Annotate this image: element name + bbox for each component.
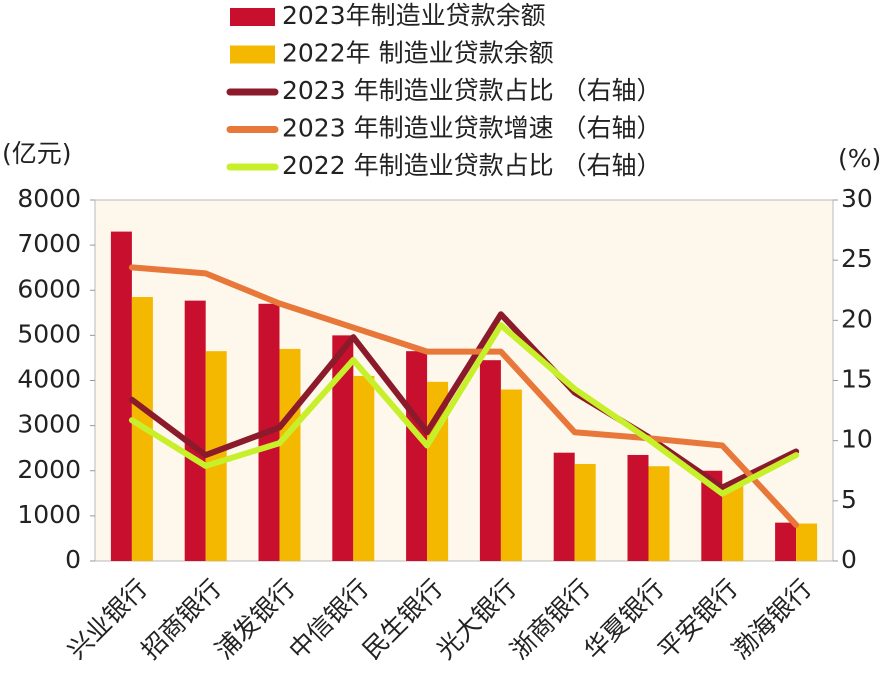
bar <box>500 389 522 561</box>
x-tick-label: 民生银行 <box>357 574 448 665</box>
bar <box>627 454 649 561</box>
legend-label: 2022年 制造业贷款余额 <box>282 39 554 68</box>
y-tick-label: 8000 <box>17 184 81 213</box>
line <box>128 322 800 497</box>
bar <box>648 466 670 561</box>
y2-tick-label: 10 <box>841 425 873 454</box>
y-tick-label: 7000 <box>17 229 81 258</box>
y2-tick-label: 0 <box>841 545 857 574</box>
x-tick-label: 光大银行 <box>431 574 522 665</box>
legend-label: 2022 年制造业贷款占比 （右轴） <box>282 151 662 180</box>
y-axis-label: (亿元) <box>2 139 72 168</box>
y2-tick-label: 25 <box>841 244 873 273</box>
bar <box>406 351 428 561</box>
bar <box>184 300 206 561</box>
bar <box>722 484 744 561</box>
bar <box>353 375 375 561</box>
x-tick-label: 平安银行 <box>652 574 743 665</box>
y-tick-label: 4000 <box>17 365 81 394</box>
legend-swatch <box>230 45 275 64</box>
bar <box>553 452 575 561</box>
y-tick-label: 3000 <box>17 410 81 439</box>
y-tick-label: 0 <box>65 545 81 574</box>
x-tick-label: 浦发银行 <box>209 574 300 665</box>
y2-axis-label: (%) <box>838 144 881 173</box>
line <box>128 311 800 491</box>
x-tick-label: 兴业银行 <box>62 574 153 665</box>
bar <box>110 231 132 561</box>
bar <box>205 351 227 561</box>
x-tick-label: 招商银行 <box>136 574 227 665</box>
y2-tick-label: 20 <box>841 304 873 333</box>
bar <box>479 360 501 561</box>
y-tick-label: 1000 <box>17 500 81 529</box>
legend-label: 2023 年制造业贷款占比 （右轴） <box>282 76 662 105</box>
bar <box>775 522 797 561</box>
bar <box>796 523 818 561</box>
x-tick-label: 华夏银行 <box>578 574 669 665</box>
bar <box>574 463 596 561</box>
bar <box>332 335 354 561</box>
legend-swatch <box>230 8 275 26</box>
bar <box>279 348 301 561</box>
x-tick-label: 中信银行 <box>283 574 374 665</box>
x-tick-label: 渤海银行 <box>726 574 817 665</box>
y-tick-label: 2000 <box>17 455 81 484</box>
y-tick-label: 6000 <box>17 274 81 303</box>
y2-tick-label: 30 <box>841 184 873 213</box>
y-tick-label: 5000 <box>17 319 81 348</box>
legend-label: 2023 年制造业贷款增速 （右轴） <box>282 114 662 143</box>
y2-tick-label: 5 <box>841 485 857 514</box>
x-tick-label: 浙商银行 <box>505 574 596 665</box>
y2-tick-label: 15 <box>841 365 873 394</box>
legend-label: 2023年制造业贷款余额 <box>282 1 546 30</box>
line <box>128 264 800 528</box>
